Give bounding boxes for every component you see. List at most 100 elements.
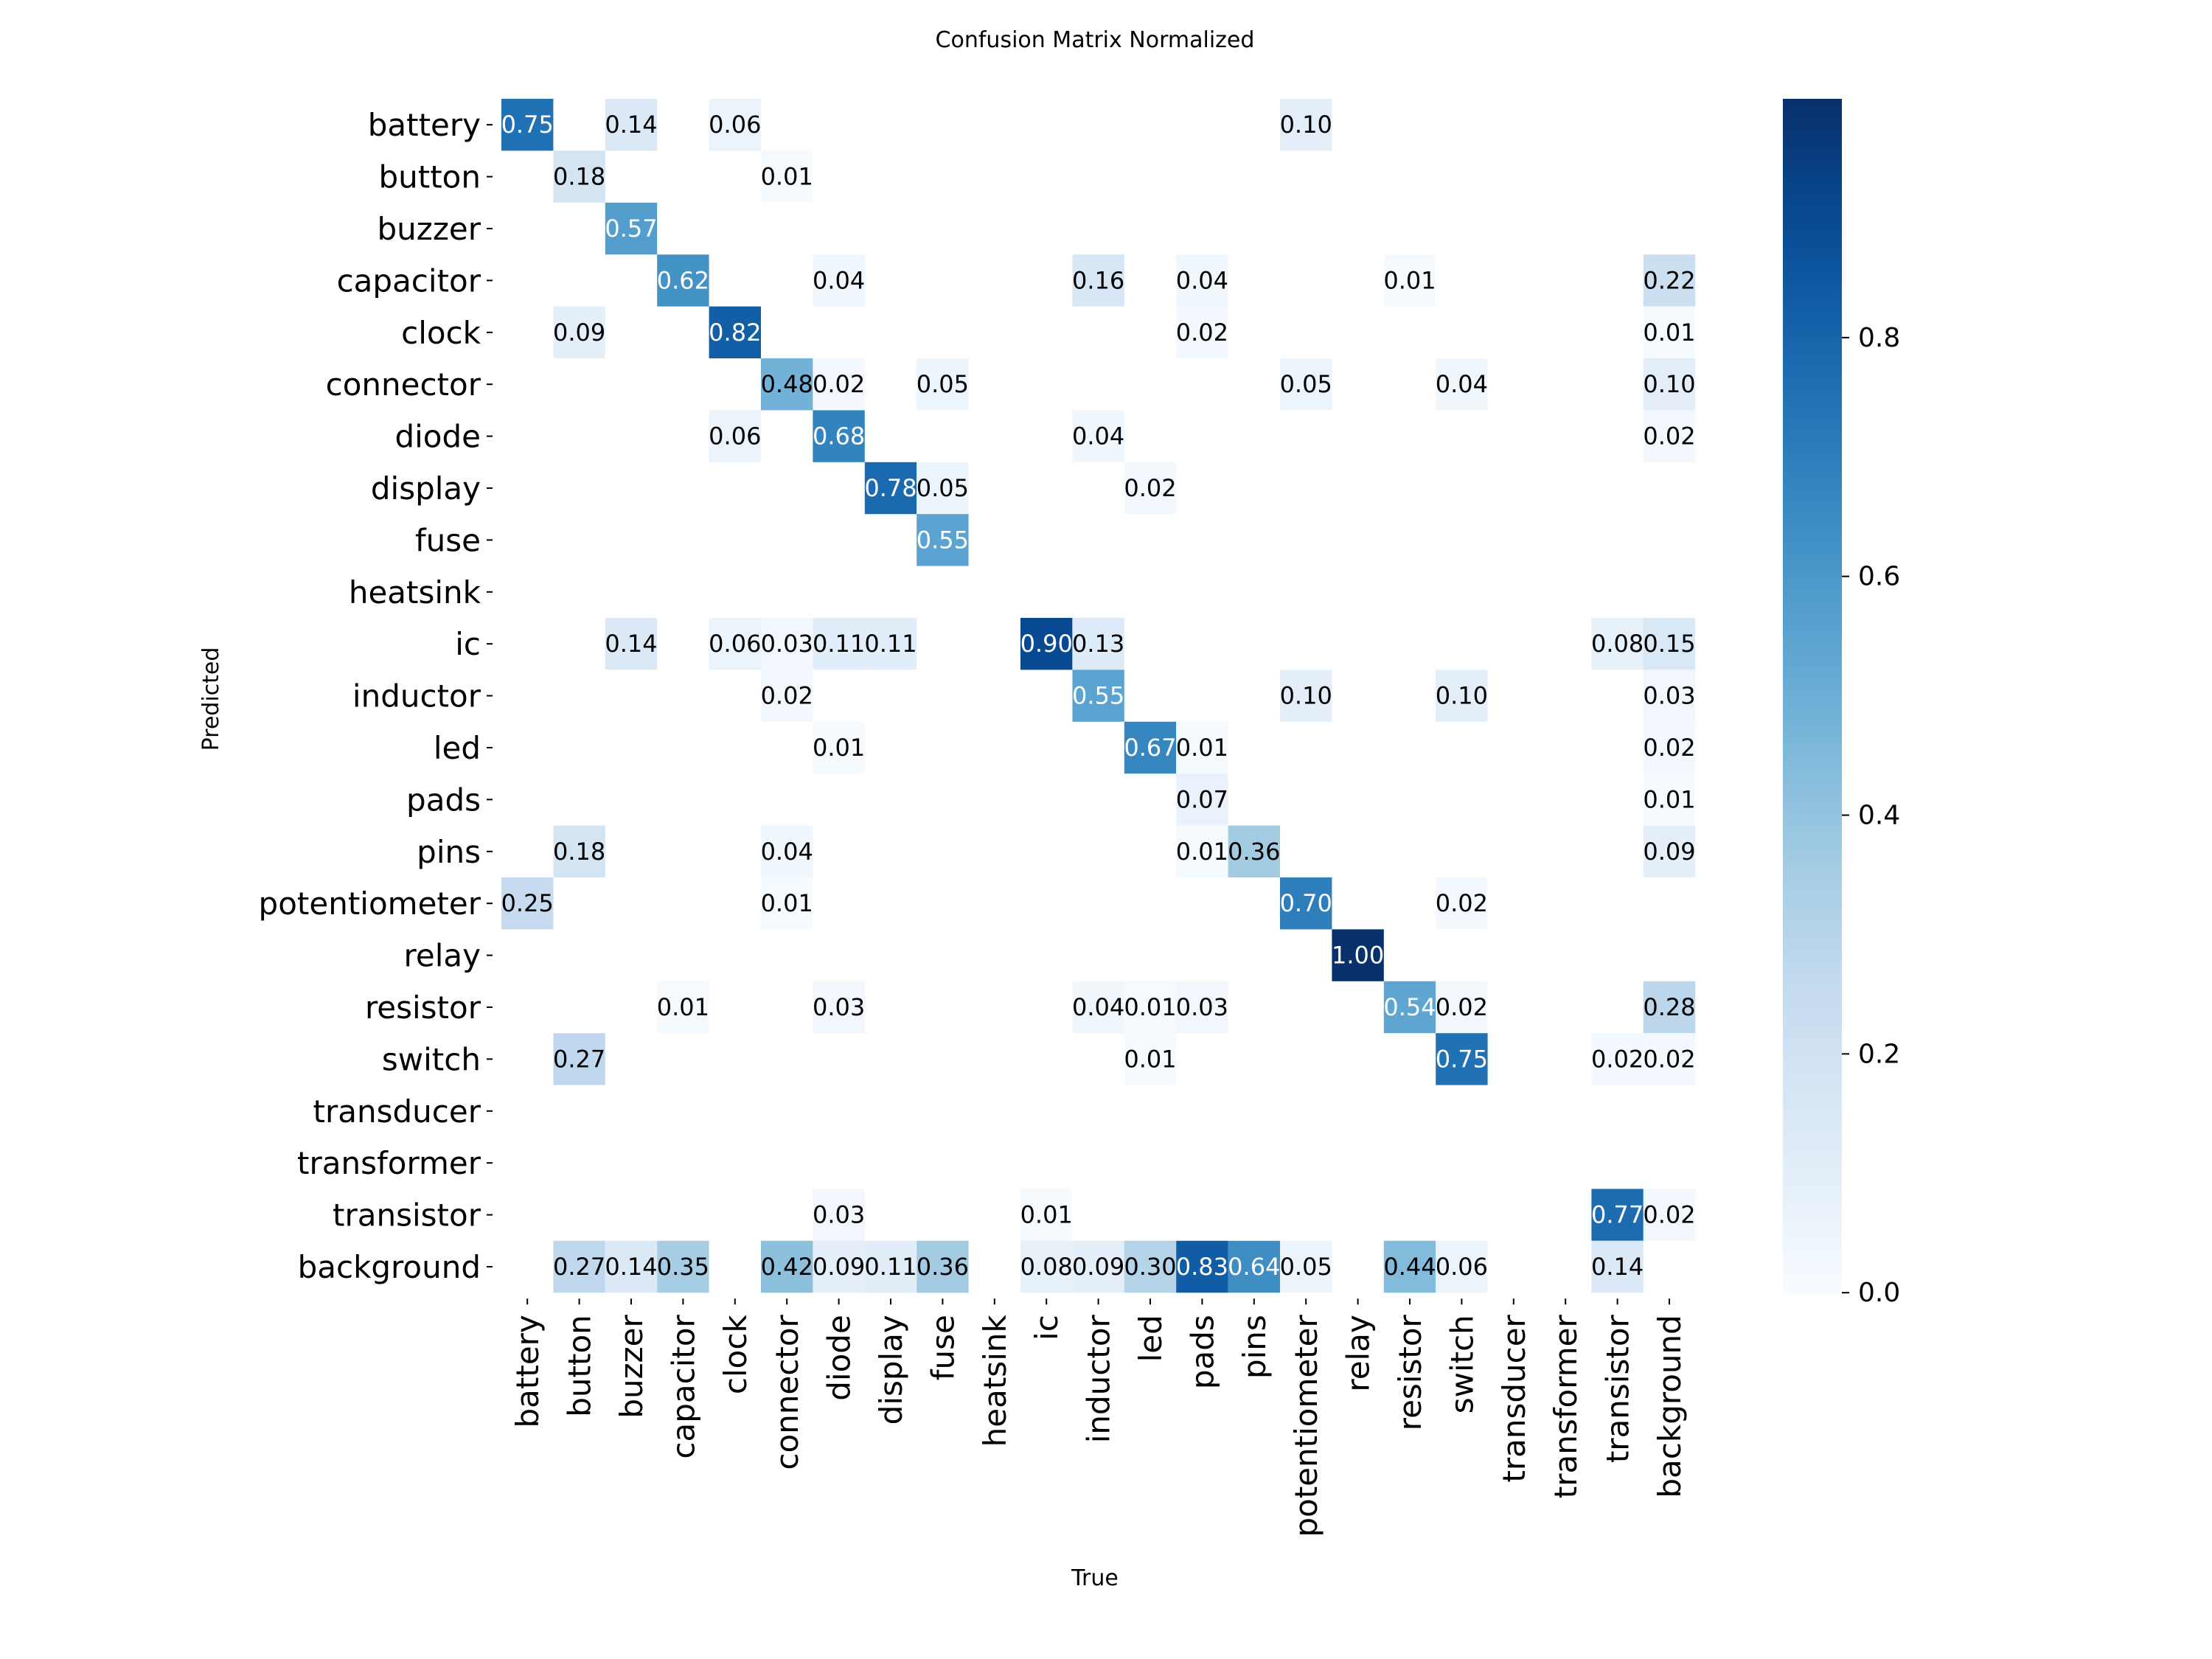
cell-value-label: 0.02 bbox=[1643, 734, 1695, 762]
heatmap-cell bbox=[1124, 1033, 1177, 1085]
x-tick-label: ic bbox=[1029, 1315, 1065, 1340]
heatmap-cell bbox=[1176, 773, 1228, 826]
colorbar: 0.0 0.2 0.4 0.6 0.8 bbox=[1783, 99, 1900, 1308]
heatmap-cell bbox=[1176, 1240, 1228, 1293]
heatmap-cell bbox=[813, 618, 865, 670]
cell-value-label: 0.70 bbox=[1280, 889, 1332, 917]
heatmap-cell bbox=[1280, 669, 1332, 722]
x-tick-label: background bbox=[1652, 1315, 1688, 1498]
x-tick-label: relay bbox=[1340, 1315, 1377, 1391]
cell-value-label: 0.25 bbox=[501, 889, 554, 917]
y-tick-label: transducer bbox=[313, 1093, 481, 1130]
heatmap-cell bbox=[1072, 254, 1124, 307]
cell-value-label: 0.13 bbox=[1072, 630, 1124, 658]
cell-value-label: 0.06 bbox=[709, 630, 761, 658]
cell-value-label: 0.14 bbox=[605, 111, 657, 139]
x-tick-label: display bbox=[873, 1315, 909, 1425]
cell-value-label: 0.09 bbox=[1643, 838, 1695, 866]
heatmap-cell bbox=[1643, 721, 1696, 774]
heatmap-cell bbox=[709, 410, 761, 462]
heatmap-cell bbox=[761, 877, 813, 930]
y-tick-label: connector bbox=[326, 366, 481, 403]
cell-value-label: 0.14 bbox=[605, 1253, 657, 1281]
cell-value-label: 0.03 bbox=[813, 993, 865, 1021]
cell-value-label: 0.03 bbox=[1643, 682, 1695, 710]
heatmap-cell bbox=[917, 1240, 969, 1293]
heatmap-cell bbox=[1280, 877, 1332, 930]
heatmap-cell bbox=[553, 825, 605, 877]
cell-value-label: 0.06 bbox=[709, 422, 761, 451]
heatmap-cell bbox=[1228, 1240, 1280, 1293]
x-tick-label: switch bbox=[1444, 1315, 1480, 1413]
x-tick-label: pads bbox=[1184, 1315, 1220, 1389]
heatmap-cell bbox=[1072, 618, 1124, 670]
x-tick-label: clock bbox=[717, 1315, 754, 1395]
y-tick-label: inductor bbox=[352, 678, 481, 714]
heatmap-cell bbox=[1124, 981, 1177, 1034]
y-tick-label: resistor bbox=[365, 990, 481, 1026]
y-tick-label: background bbox=[298, 1249, 481, 1285]
heatmap-cell bbox=[813, 254, 865, 307]
cell-value-label: 0.22 bbox=[1643, 266, 1695, 294]
y-tick-label: heatsink bbox=[349, 574, 481, 611]
heatmap-cells: 0.75 0.14 0.06 0.10 0.18 0.01 0.570.62 0.04 0.16… bbox=[501, 99, 1696, 1293]
heatmap-cell bbox=[1176, 825, 1228, 877]
cell-value-label: 0.18 bbox=[553, 838, 605, 866]
cell-value-label: 0.16 bbox=[1072, 266, 1124, 294]
y-tick-label: ic bbox=[455, 626, 481, 662]
heatmap-cell bbox=[1643, 1033, 1696, 1085]
y-tick-label: transistor bbox=[333, 1197, 481, 1234]
x-tick-label: pins bbox=[1237, 1315, 1273, 1379]
cell-value-label: 0.02 bbox=[1643, 422, 1695, 451]
cell-value-label: 0.02 bbox=[813, 370, 865, 398]
y-tick-label: display bbox=[371, 470, 481, 507]
cell-value-label: 0.04 bbox=[1072, 993, 1124, 1021]
heatmap-cell bbox=[605, 202, 658, 255]
x-tick-labels: battery button buzzer capacitor clock connect… bbox=[509, 1298, 1688, 1537]
cell-value-label: 0.06 bbox=[709, 111, 761, 139]
cell-value-label: 0.02 bbox=[1176, 319, 1228, 347]
colorbar-gradient bbox=[1783, 99, 1842, 1293]
heatmap-cell bbox=[1643, 669, 1696, 722]
heatmap-cell bbox=[1643, 254, 1696, 307]
y-tick-label: pads bbox=[406, 782, 481, 818]
heatmap-cell bbox=[864, 462, 917, 515]
cell-value-label: 0.10 bbox=[1643, 370, 1695, 398]
cell-value-label: 0.82 bbox=[709, 319, 761, 347]
heatmap-cell bbox=[1176, 254, 1228, 307]
y-tick-label: diode bbox=[394, 419, 481, 455]
cell-value-label: 0.02 bbox=[1643, 1045, 1695, 1073]
colorbar-tick-label: 0.2 bbox=[1858, 1039, 1900, 1069]
cell-value-label: 0.14 bbox=[605, 630, 657, 658]
cell-value-label: 0.11 bbox=[864, 630, 917, 658]
cell-value-label: 0.64 bbox=[1228, 1253, 1280, 1281]
y-tick-label: buzzer bbox=[378, 211, 481, 247]
heatmap-cell bbox=[1643, 306, 1696, 358]
y-tick-label: clock bbox=[401, 315, 481, 351]
cell-value-label: 0.01 bbox=[761, 889, 813, 917]
x-tick-label: connector bbox=[769, 1314, 805, 1470]
cell-value-label: 0.02 bbox=[1436, 993, 1488, 1021]
heatmap-cell bbox=[605, 618, 658, 670]
cell-value-label: 0.28 bbox=[1643, 993, 1695, 1021]
heatmap-cell bbox=[1176, 981, 1228, 1034]
heatmap-cell bbox=[1436, 981, 1488, 1034]
cell-value-label: 0.05 bbox=[1280, 370, 1332, 398]
heatmap-cell bbox=[1072, 981, 1124, 1034]
cell-value-label: 0.08 bbox=[1020, 1253, 1073, 1281]
colorbar-tick-label: 0.4 bbox=[1858, 801, 1900, 831]
heatmap-cell bbox=[1643, 618, 1696, 670]
cell-value-label: 0.18 bbox=[553, 163, 605, 191]
cell-value-label: 0.75 bbox=[501, 111, 554, 139]
heatmap-cell bbox=[1436, 358, 1488, 411]
heatmap-cell bbox=[1436, 1240, 1488, 1293]
heatmap-cell bbox=[1280, 358, 1332, 411]
heatmap-cell bbox=[657, 1240, 709, 1293]
cell-value-label: 0.62 bbox=[657, 266, 709, 294]
heatmap-cell bbox=[813, 981, 865, 1034]
cell-value-label: 0.77 bbox=[1591, 1201, 1644, 1229]
colorbar-tick-label: 0.0 bbox=[1858, 1278, 1900, 1308]
cell-value-label: 0.15 bbox=[1643, 630, 1695, 658]
cell-value-label: 0.05 bbox=[917, 474, 969, 502]
cell-value-label: 0.30 bbox=[1124, 1253, 1176, 1281]
